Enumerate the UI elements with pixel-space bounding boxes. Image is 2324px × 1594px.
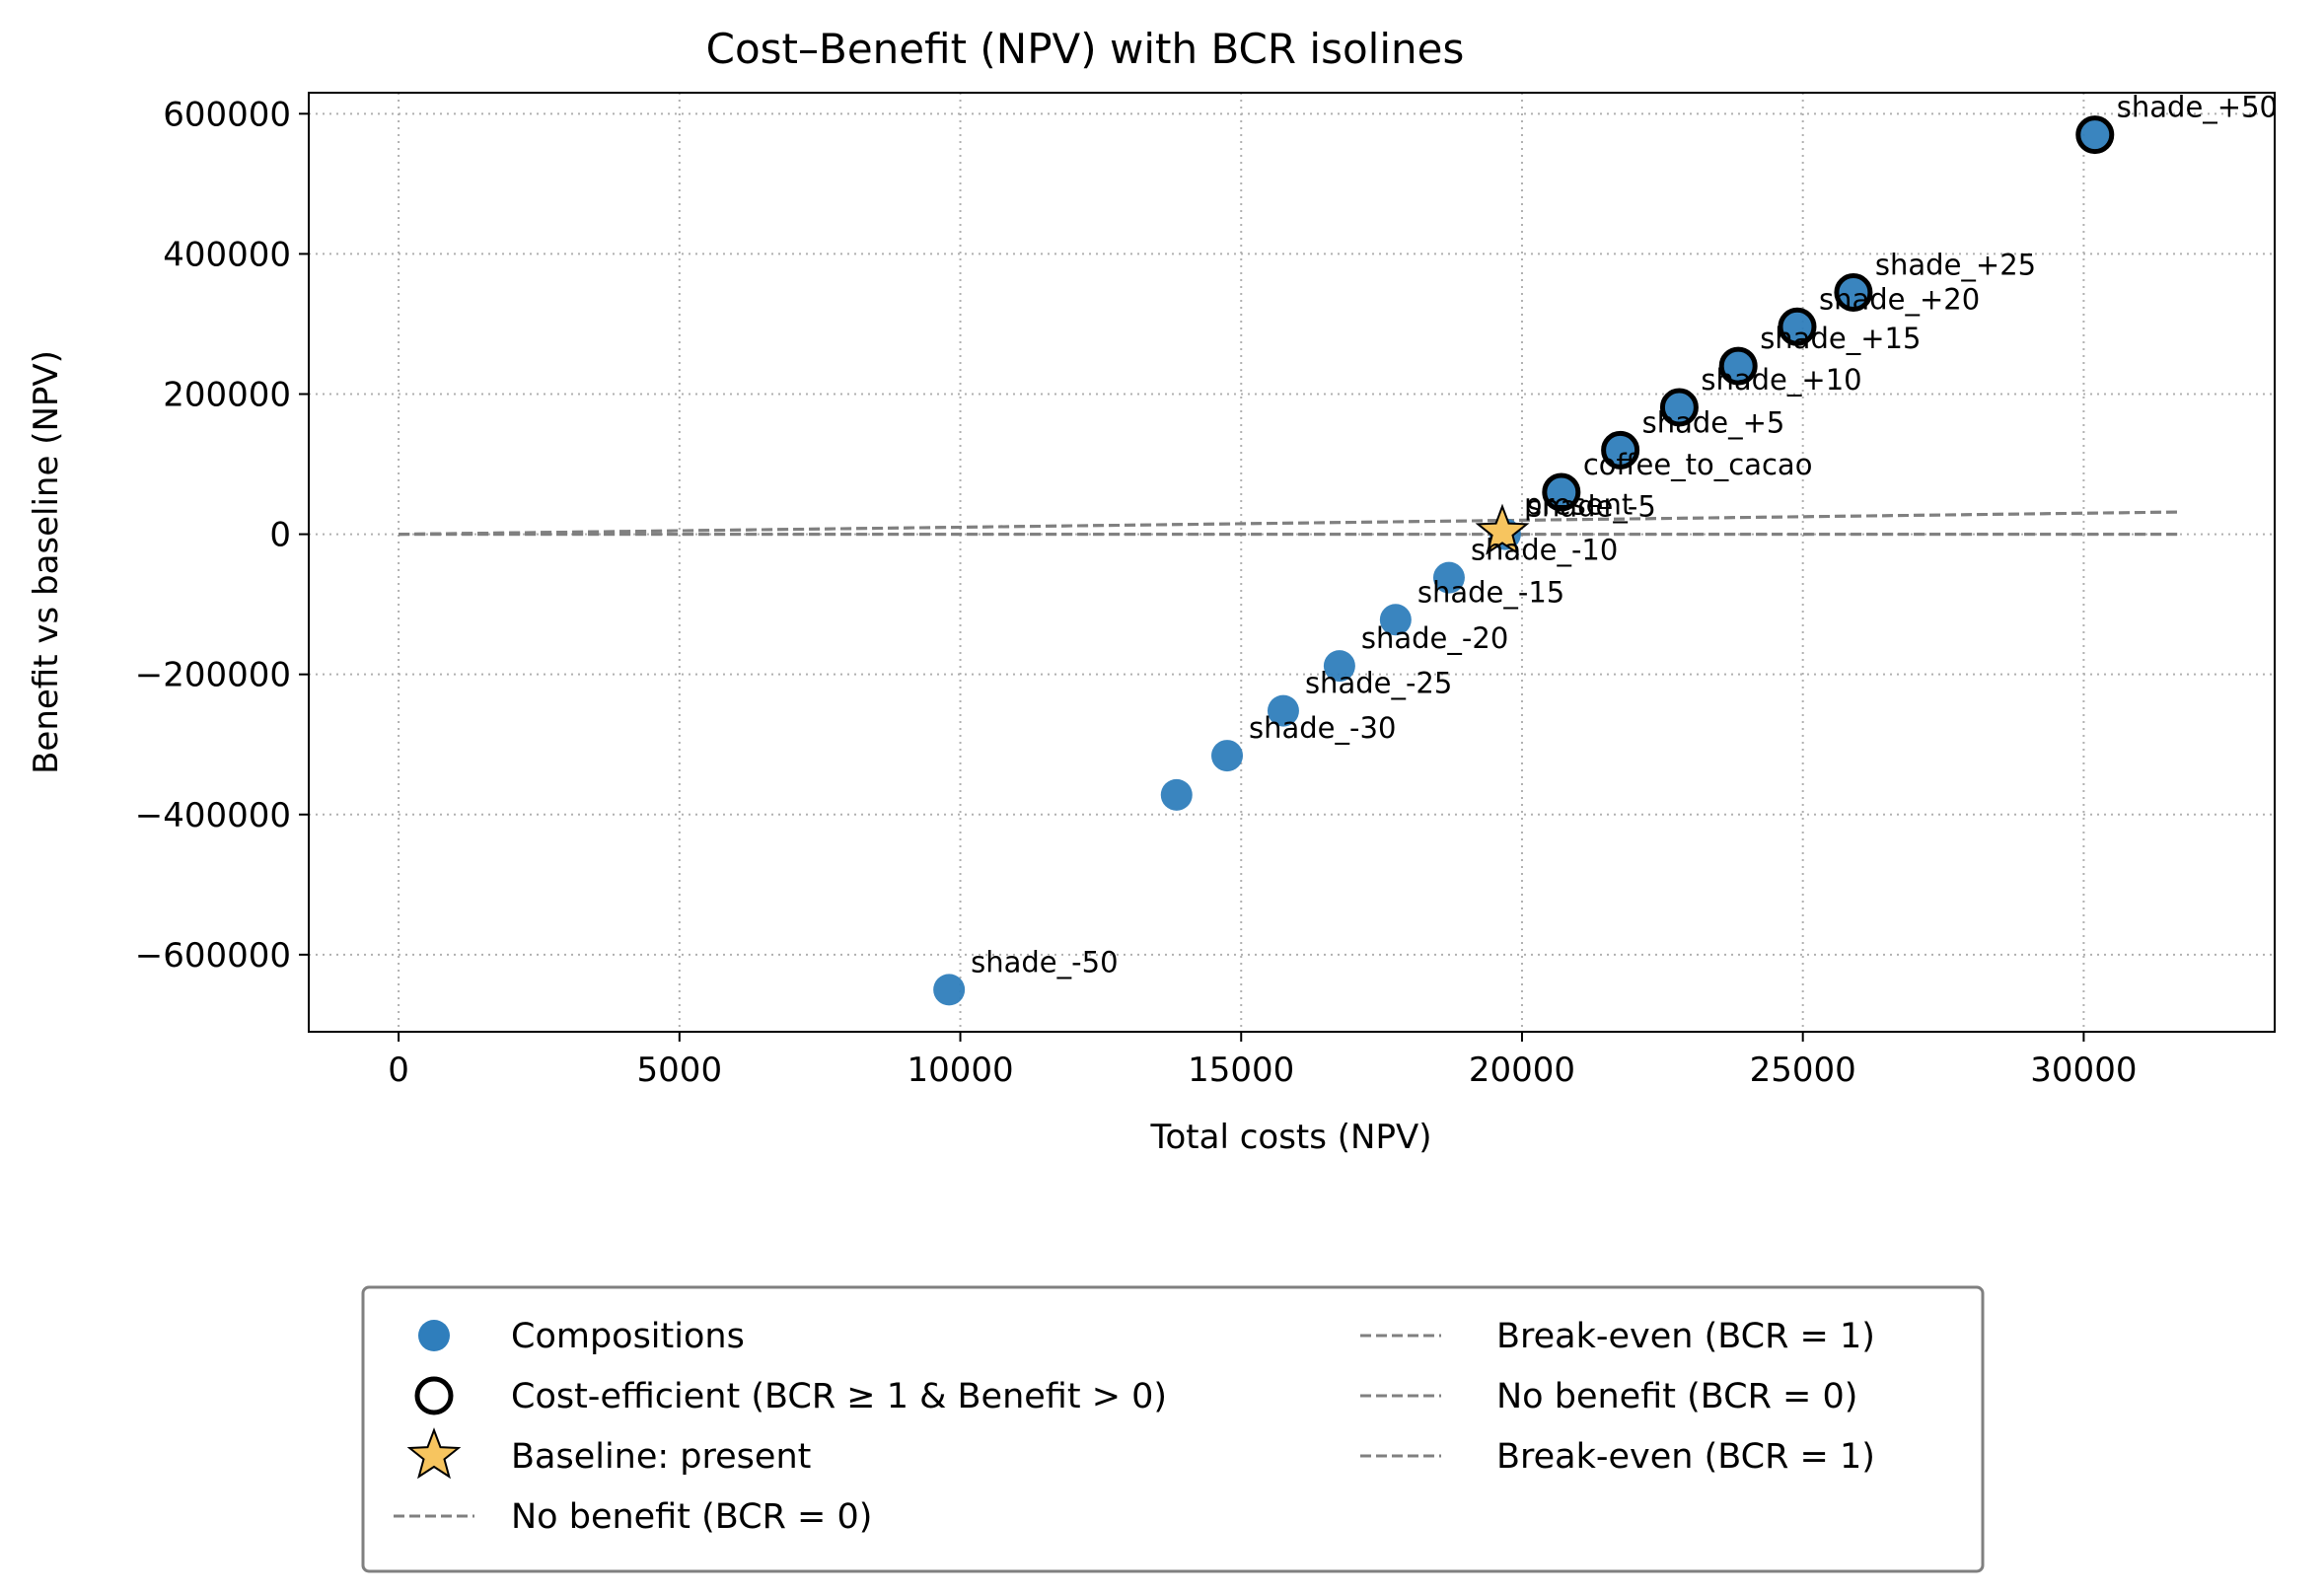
point-label: shade_-30	[1249, 711, 1396, 745]
chart-title: Cost–Benefit (NPV) with BCR isolines	[706, 25, 1465, 73]
legend-star-icon	[406, 1427, 462, 1480]
legend-ring-icon	[414, 1376, 454, 1415]
y-tick-label: −600000	[135, 936, 291, 976]
composition-point	[933, 974, 966, 1006]
legend-label: Break-even (BCR = 1)	[1496, 1437, 1875, 1477]
y-tick-label: 0	[269, 516, 291, 555]
x-tick-label: 20000	[1469, 1051, 1575, 1090]
legend-frame	[361, 1285, 1985, 1573]
point-label: shade_-25	[1305, 667, 1452, 700]
cost-efficient-marker	[1718, 346, 1758, 386]
x-tick-label: 5000	[637, 1051, 723, 1090]
y-tick-label: −200000	[135, 656, 291, 695]
legend-dot-icon	[418, 1320, 450, 1351]
composition-point	[1160, 778, 1193, 811]
composition-point	[1211, 740, 1244, 772]
cost-efficient-marker	[2075, 115, 2115, 155]
axis-ticks: 0 5000 10000 15000 20000 25000 30000 −600000 −40…	[135, 95, 2138, 1090]
isolines	[399, 510, 2180, 537]
baseline-star	[1475, 503, 1530, 555]
break-even-line	[399, 510, 2180, 537]
point-label: coffee_to_cacao	[1583, 448, 1813, 481]
legend-label: Cost-efficient (BCR ≥ 1 & Benefit > 0)	[511, 1377, 1167, 1416]
point-annotations: shade_-50 shade_-30 shade_-25 shade_-20 shad…	[971, 91, 2278, 979]
composition-point	[1323, 650, 1355, 683]
composition-point	[1837, 276, 1869, 309]
legend-label: Compositions	[511, 1317, 745, 1356]
point-label: shade_+25	[1875, 248, 2036, 281]
legend-label: Baseline: present	[511, 1437, 811, 1477]
cost-efficient-marker	[1542, 472, 1581, 512]
x-tick-label: 30000	[2030, 1051, 2137, 1090]
x-tick-label: 10000	[907, 1051, 1013, 1090]
legend: Compositions Cost-efficient (BCR ≥ 1 & Be…	[361, 1285, 1985, 1573]
x-axis-label: Total costs (NPV)	[1150, 1118, 1432, 1157]
point-label: shade_-20	[1361, 621, 1508, 655]
legend-label: No benefit (BCR = 0)	[1496, 1377, 1857, 1416]
point-label: shade_-50	[971, 945, 1118, 978]
y-tick-label: 200000	[163, 375, 291, 414]
x-tick-label: 25000	[1750, 1051, 1856, 1090]
legend-label: No benefit (BCR = 0)	[511, 1497, 872, 1537]
composition-point	[1604, 434, 1636, 467]
cost-efficient-marker	[1778, 307, 1817, 346]
composition-point	[1379, 604, 1412, 636]
point-label: shade_+50	[2117, 91, 2278, 124]
y-tick-label: 600000	[163, 95, 291, 134]
composition-point	[1663, 391, 1696, 423]
plot-frame	[308, 92, 2276, 1033]
point-label: shade_+15	[1760, 322, 1921, 355]
legend-label: Break-even (BCR = 1)	[1496, 1317, 1875, 1356]
cost-efficient-marker	[1834, 272, 1873, 312]
y-axis-label: Benefit vs baseline (NPV)	[27, 350, 66, 774]
x-tick-label: 15000	[1188, 1051, 1294, 1090]
composition-point	[2078, 118, 2111, 151]
point-label: shade_-10	[1471, 534, 1618, 567]
y-tick-label: 400000	[163, 235, 291, 274]
point-label: shade_-15	[1417, 575, 1564, 609]
x-tick-label: 0	[388, 1051, 409, 1090]
point-label: shade_+20	[1819, 282, 1980, 316]
composition-point	[1722, 350, 1755, 383]
point-label: shade_+10	[1701, 363, 1861, 397]
composition-point	[1780, 311, 1813, 343]
composition-point	[1432, 561, 1465, 594]
point-label: shade_-5	[1527, 490, 1656, 524]
y-tick-label: −400000	[135, 796, 291, 835]
point-label: shade_+5	[1642, 405, 1785, 439]
composition-point	[1545, 475, 1577, 508]
cost-efficient-marker	[1601, 430, 1640, 470]
baseline-label: present	[1524, 487, 1633, 521]
grid	[309, 93, 2275, 1032]
points	[933, 115, 2115, 1006]
cost-efficient-marker	[1659, 388, 1699, 427]
composition-point	[1267, 694, 1299, 727]
